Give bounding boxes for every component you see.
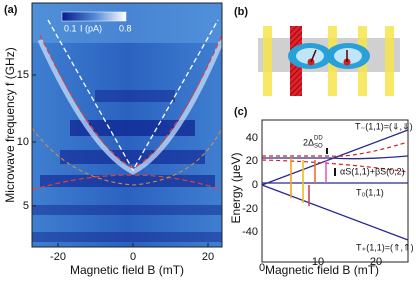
colorbar-min: 0.1 bbox=[64, 23, 77, 33]
y-tick-label: 40 bbox=[246, 132, 258, 144]
panel-c: (c) 40 20 0 -20 -40 0 10 20 Magnetic fie… bbox=[229, 106, 413, 277]
annotation: T₋(1,1)=(⇓,⇓) bbox=[355, 121, 413, 131]
x-tick-label: 0 bbox=[259, 262, 265, 274]
panel-b: (b) bbox=[234, 6, 400, 96]
annotation: 2Δ bbox=[303, 137, 314, 147]
y-tick-label: 20 bbox=[246, 155, 258, 167]
annotation: SO bbox=[314, 144, 323, 150]
heatmap bbox=[32, 3, 222, 247]
y-ticks: 40 20 0 -20 -40 bbox=[242, 132, 258, 238]
annotation: DD bbox=[314, 136, 323, 142]
colorbar-max: 0.8 bbox=[119, 23, 132, 33]
y-tick-label: 15 bbox=[17, 69, 29, 81]
x-tick-label: -20 bbox=[50, 251, 66, 263]
x-axis-label: Magnetic field B (mT) bbox=[265, 263, 379, 277]
panel-label: (a) bbox=[4, 4, 18, 16]
annotation: T₀(1,1) bbox=[356, 187, 384, 197]
x-tick-label: 20 bbox=[370, 256, 382, 268]
colorbar-title: I (pA) bbox=[80, 23, 102, 33]
x-axis-label: Magnetic field B (mT) bbox=[70, 263, 184, 277]
x-tick-label: 20 bbox=[202, 251, 214, 263]
panel-label: (c) bbox=[234, 106, 248, 118]
y-tick-label: 10 bbox=[17, 136, 29, 148]
panel-a: (a) 0.1 I (pA) 0.8 15 10 5 -20 0 20 Magn… bbox=[3, 2, 223, 277]
y-tick-label: 0 bbox=[252, 179, 258, 191]
x-tick-label: 10 bbox=[312, 256, 324, 268]
panel-label: (b) bbox=[234, 6, 248, 18]
x-tick-label: 0 bbox=[130, 251, 136, 263]
y-axis-label: Energy (μeV) bbox=[229, 153, 243, 224]
y-ticks: 15 10 5 bbox=[17, 69, 36, 212]
annotation: αS(1,1)+βS(0,2) bbox=[340, 166, 405, 176]
annotation: T₊(1,1)=(⇑,⇑) bbox=[356, 242, 414, 252]
y-tick-label: -40 bbox=[242, 226, 258, 238]
y-axis-label: Microwave frequency f (GHz) bbox=[3, 47, 17, 202]
x-ticks: -20 0 20 bbox=[50, 243, 214, 263]
y-tick-label: 5 bbox=[23, 200, 29, 212]
x-ticks: 0 10 20 bbox=[259, 256, 382, 274]
y-tick-label: -20 bbox=[242, 203, 258, 215]
